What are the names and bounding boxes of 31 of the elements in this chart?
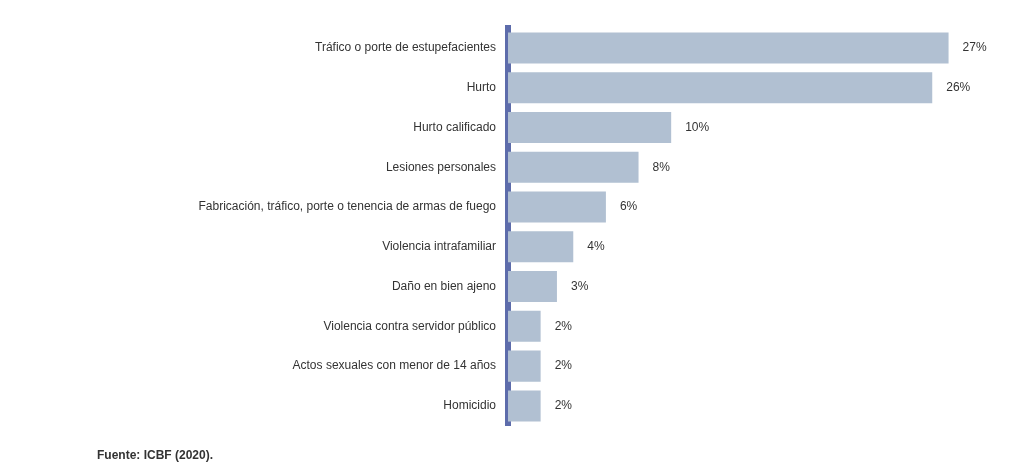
bar bbox=[508, 72, 933, 104]
y-tick-label: Tráfico o porte de estupefacientes bbox=[315, 40, 496, 55]
y-tick-label: Actos sexuales con menor de 14 años bbox=[292, 358, 496, 373]
data-label: 26% bbox=[946, 79, 971, 94]
bar bbox=[508, 111, 672, 143]
bar bbox=[508, 390, 541, 422]
bar bbox=[508, 151, 639, 183]
y-tick-label: Violencia contra servidor público bbox=[323, 318, 497, 333]
bar bbox=[508, 231, 574, 263]
data-label: 3% bbox=[570, 278, 589, 293]
data-label: 2% bbox=[554, 358, 573, 373]
bar bbox=[508, 350, 541, 382]
bar bbox=[508, 310, 541, 342]
data-label: 27% bbox=[962, 40, 987, 55]
data-label: 6% bbox=[619, 199, 638, 214]
data-label: 2% bbox=[554, 318, 573, 333]
source-note: Fuente: ICBF (2020). bbox=[97, 448, 214, 462]
y-tick-label: Homicidio bbox=[443, 398, 497, 413]
y-tick-label: Violencia intrafamiliar bbox=[382, 239, 496, 254]
y-tick-label: Hurto bbox=[466, 79, 497, 94]
y-tick-label: Daño en bien ajeno bbox=[391, 278, 497, 293]
y-tick-label: Hurto calificado bbox=[413, 119, 497, 134]
data-label: 2% bbox=[554, 398, 573, 413]
y-tick-label: Fabricación, tráfico, porte o tenencia de armas de fuego bbox=[198, 199, 497, 214]
data-label: 10% bbox=[685, 119, 710, 134]
bar bbox=[508, 191, 606, 223]
y-tick-label: Lesiones personales bbox=[385, 159, 496, 174]
bar bbox=[508, 32, 949, 64]
data-label: 4% bbox=[587, 239, 605, 254]
data-label: 8% bbox=[652, 159, 671, 174]
bar bbox=[508, 271, 557, 303]
